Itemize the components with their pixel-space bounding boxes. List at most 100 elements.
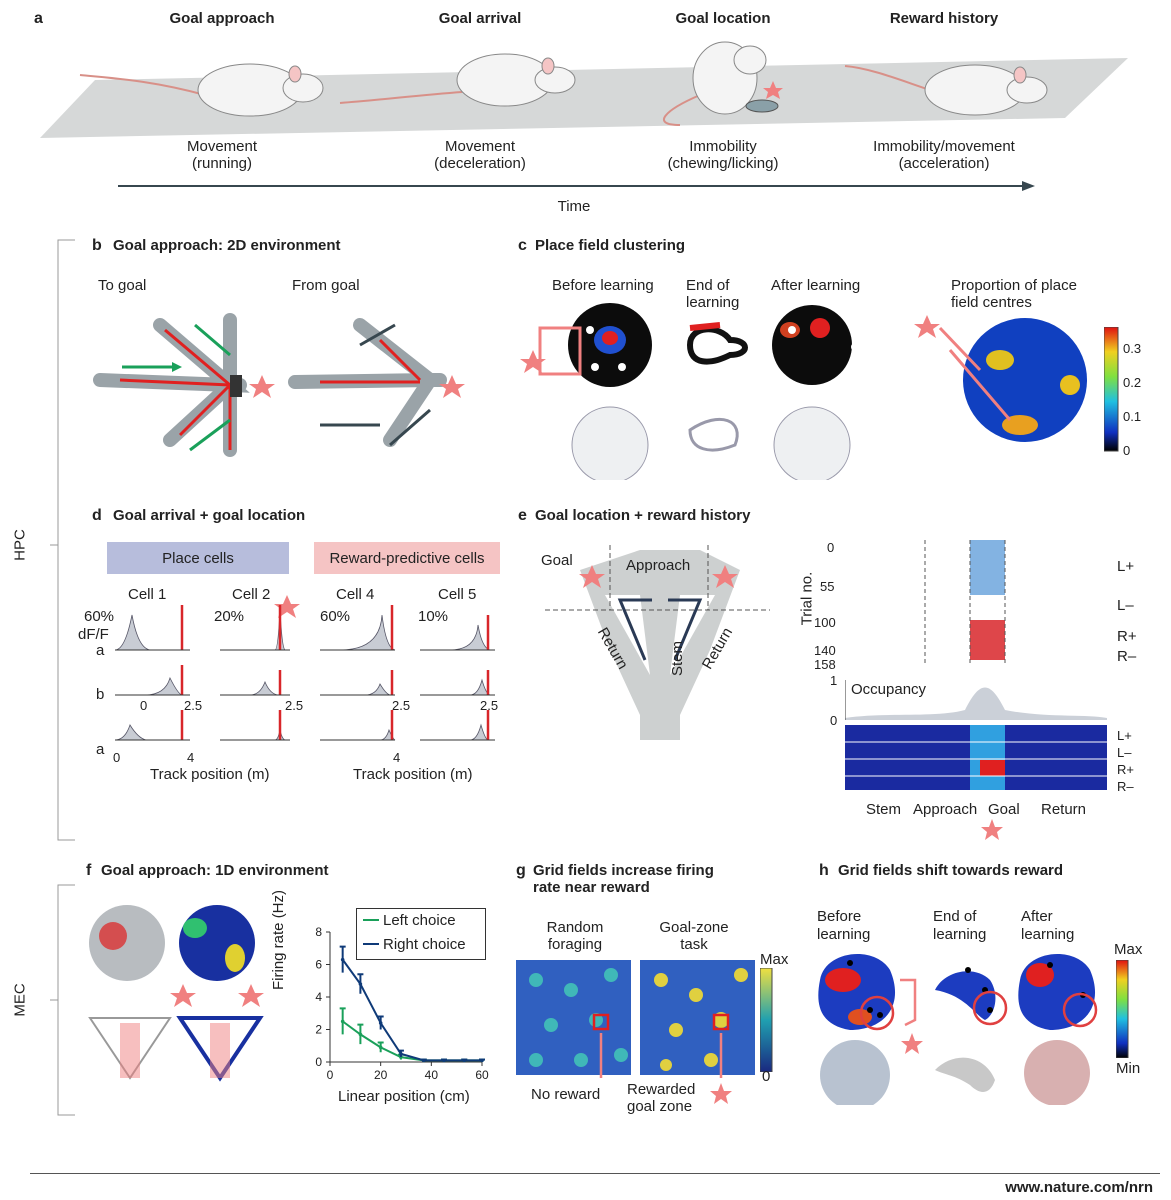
cond-lminus: L–	[1117, 597, 1134, 614]
radial-maze-trajectories	[93, 313, 465, 457]
legend-swatch-left	[363, 919, 379, 921]
star-icon	[901, 1033, 923, 1054]
panel-f-title: Goal approach: 1D environment	[101, 862, 329, 879]
stage-desc-4a: Immobility/movement	[873, 138, 1015, 155]
panel-letter-g: g	[516, 862, 526, 879]
panel-letter-c: c	[518, 237, 527, 254]
h-before-2: learning	[817, 926, 871, 943]
occ-tick-1: 1	[830, 673, 838, 688]
occ-tick-0: 0	[830, 713, 838, 728]
dark-arrow	[359, 323, 396, 347]
no-reward-label: No reward	[531, 1086, 601, 1103]
from-goal-label: From goal	[292, 277, 360, 294]
data-point	[358, 982, 363, 986]
before-learning-label: Before learning	[552, 277, 654, 294]
prop-label-1: Proportion of place	[951, 277, 1077, 294]
tick-2-5b: 2.5	[285, 698, 304, 713]
bottom-stem: Stem	[866, 801, 902, 818]
hm-lminus: L–	[1117, 745, 1132, 760]
pink-arrows	[538, 326, 582, 376]
mouse-icon-running	[79, 63, 324, 117]
data-point	[480, 1058, 484, 1063]
scalebar-1: 60%	[84, 608, 115, 625]
chart-legend: Left choice Right choice	[356, 908, 486, 960]
mec-label: MEC	[11, 983, 29, 1017]
rewarded-label-2: goal zone	[627, 1098, 693, 1115]
star-icon	[981, 819, 1003, 840]
colorbar-c	[1104, 327, 1119, 452]
heatmap-rows	[845, 725, 1107, 790]
region-brackets	[50, 239, 75, 1116]
to-goal-label: To goal	[98, 277, 147, 294]
cell-5-label: Cell 5	[438, 586, 477, 603]
stage-title-2: Goal arrival	[438, 10, 522, 27]
star-icon	[914, 315, 940, 338]
bottom-goal: Goal	[988, 801, 1020, 818]
goal-label: Goal	[541, 552, 573, 569]
hm-rplus: R+	[1117, 762, 1134, 777]
star-icon	[712, 565, 738, 588]
reward-cells-label: Reward-predictive cells	[329, 550, 485, 567]
h-max: Max	[1114, 941, 1143, 958]
tick-2-5d: 2.5	[480, 698, 499, 713]
goalzone-label-1: Goal-zone	[659, 919, 729, 936]
data-point	[421, 1058, 426, 1063]
panel-g-title-2: rate near reward	[533, 879, 650, 896]
footer-url[interactable]: www.nature.com/nrn	[1005, 1179, 1153, 1196]
star-icon	[579, 565, 605, 588]
f-xlabel: Linear position (cm)	[338, 1088, 470, 1105]
t-maze-rate	[176, 1016, 264, 1082]
heatmap-end	[686, 326, 748, 365]
t-maze-trajectory	[88, 1017, 172, 1080]
trial-tick-100: 100	[814, 615, 836, 630]
data-point	[399, 1052, 403, 1056]
bottom-return: Return	[1041, 801, 1087, 818]
stage-desc-2b: (deceleration)	[434, 155, 526, 172]
data-point	[340, 1019, 345, 1024]
star-icon	[249, 375, 275, 398]
trial-tick-0: 0	[827, 540, 835, 555]
y-tick-label: 6	[315, 958, 322, 972]
panel-g-title-1: Grid fields increase firing	[533, 862, 714, 879]
d-xlabel-2: Track position (m)	[353, 766, 473, 783]
time-label: Time	[557, 198, 591, 215]
heatmap-proportion	[963, 318, 1087, 442]
d-xlabel-1: Track position (m)	[150, 766, 270, 783]
tick-2-5c: 2.5	[392, 698, 411, 713]
stage-desc-3b: (chewing/licking)	[667, 155, 779, 172]
panel-letter-b: b	[92, 237, 102, 254]
dff-label: dF/F	[78, 626, 109, 643]
f-ylabel: Firing rate (Hz)	[270, 889, 287, 990]
place-cells-box	[107, 542, 289, 574]
random-label-2: foraging	[547, 936, 603, 953]
h-end-2: learning	[933, 926, 987, 943]
star-icon	[710, 1083, 732, 1104]
star-icon	[439, 375, 465, 398]
g-pointers	[599, 1033, 732, 1104]
f-maps	[88, 905, 264, 1082]
grid-maps	[516, 960, 755, 1075]
star-icon	[274, 595, 300, 618]
cell-2-label: Cell 2	[232, 586, 271, 603]
series-line-right	[341, 959, 482, 1062]
stage-desc-2a: Movement	[444, 138, 516, 155]
mouse-icon-decelerating	[339, 53, 576, 107]
g-zero: 0	[762, 1068, 771, 1085]
row-label-3: a	[96, 741, 105, 758]
data-point	[378, 1045, 383, 1050]
stage-desc-1b: (running)	[191, 155, 253, 172]
cond-lplus: L+	[1117, 558, 1135, 575]
data-point	[462, 1058, 467, 1063]
mouse-icon-eating	[663, 41, 783, 126]
colorbar-tick-0: 0	[1123, 443, 1131, 458]
end-learning-label-2: learning	[686, 294, 740, 311]
colorbar-tick-03: 0.3	[1123, 341, 1142, 356]
h-min: Min	[1116, 1060, 1141, 1077]
data-point	[378, 1021, 383, 1025]
legend-swatch-right	[363, 943, 379, 945]
cell-1-label: Cell 1	[128, 586, 167, 603]
scalebar-3: 60%	[320, 608, 351, 625]
red-trajectory-arrows	[119, 328, 422, 450]
y-tick-label: 2	[315, 1023, 322, 1037]
firing-rate-chart: 0 2 4 6 8 0 20 40 60	[315, 925, 489, 1082]
